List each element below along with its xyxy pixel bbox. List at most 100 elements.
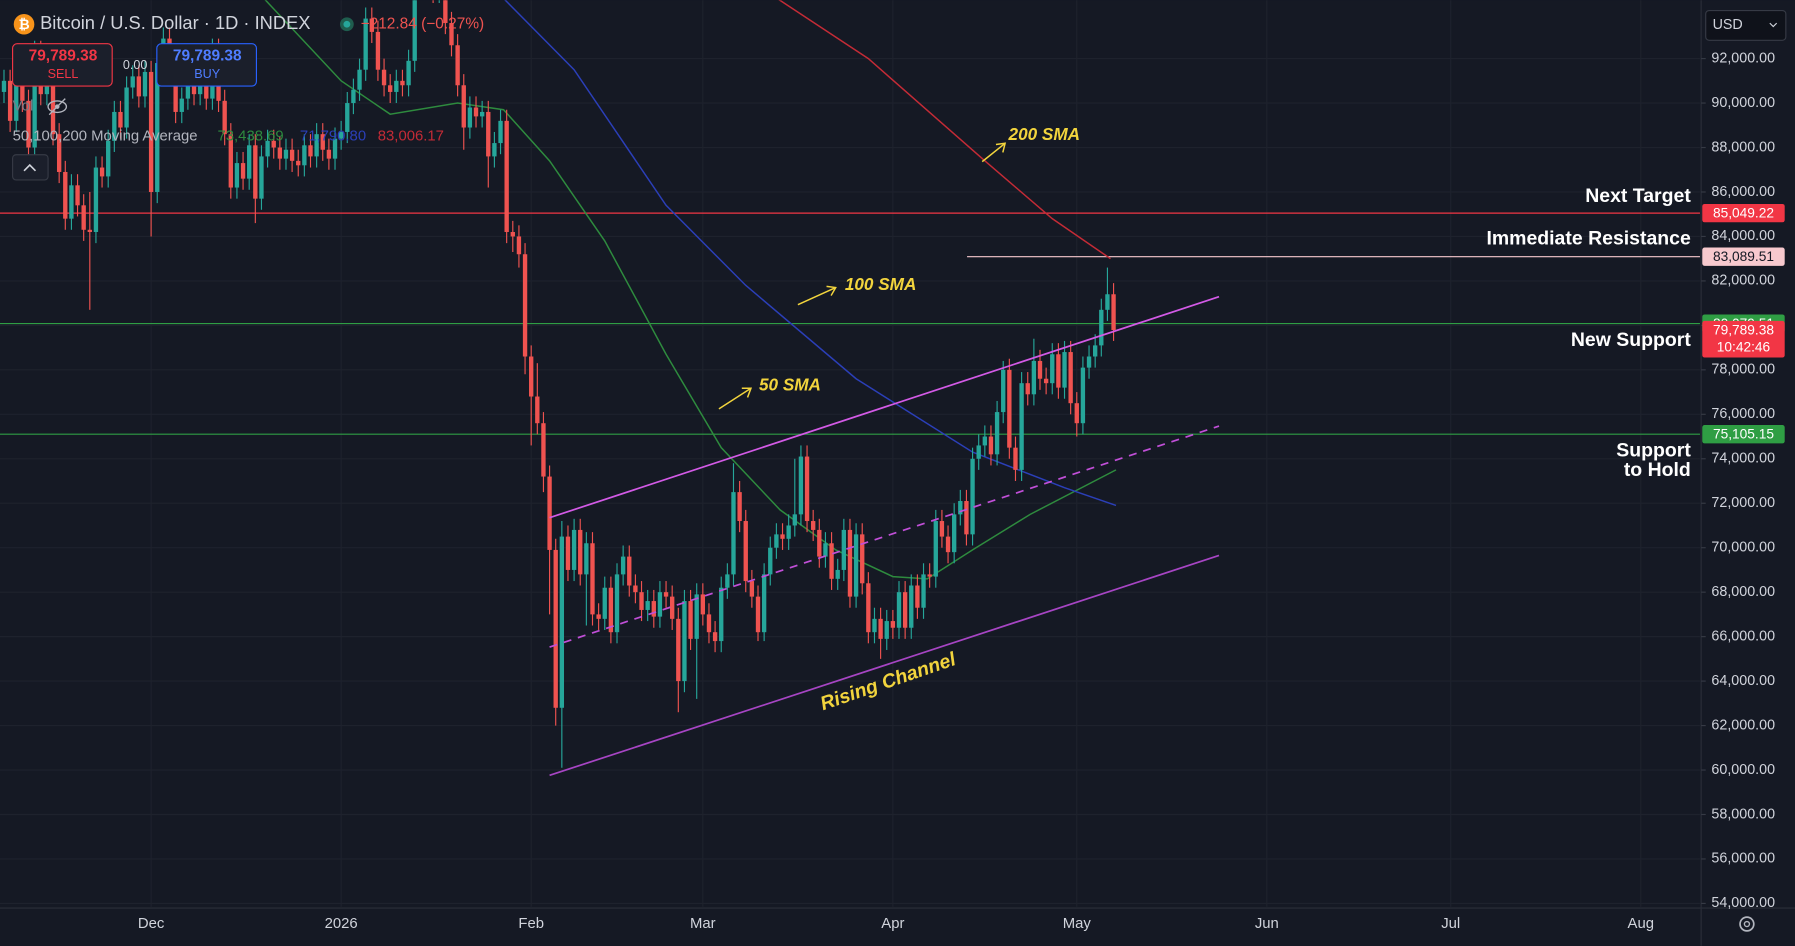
dropdown-icon bbox=[1769, 22, 1778, 28]
y-tick-label: 84,000.00 bbox=[1711, 228, 1775, 244]
candle-body bbox=[872, 618, 877, 633]
candle-body bbox=[902, 592, 908, 628]
moving-average-line bbox=[264, 0, 1117, 580]
candle-body bbox=[896, 592, 902, 628]
y-tick-label: 62,000.00 bbox=[1711, 717, 1775, 733]
candle-body bbox=[56, 134, 62, 172]
collapse-button[interactable] bbox=[12, 154, 49, 181]
x-tick-label: Apr bbox=[881, 916, 904, 932]
candle-body bbox=[823, 543, 828, 557]
level-label: Next Target bbox=[1585, 185, 1691, 207]
header: ₿ Bitcoin / U.S. Dollar · 1D · INDEX −21… bbox=[12, 9, 1787, 932]
candle-body bbox=[87, 229, 92, 233]
grid bbox=[0, 0, 1700, 907]
candle-body bbox=[26, 100, 31, 148]
candle-body bbox=[737, 492, 742, 522]
candle-body bbox=[314, 134, 319, 157]
candle-body bbox=[676, 618, 681, 682]
candle-body bbox=[7, 80, 13, 121]
candle-body bbox=[804, 456, 810, 522]
indicator-values: 73,438.69 71,790.80 83,006.17 bbox=[218, 128, 444, 144]
y-tick-label: 86,000.00 bbox=[1711, 184, 1775, 200]
y-tick-label: 66,000.00 bbox=[1711, 628, 1775, 644]
candle-body bbox=[994, 412, 1000, 455]
sell-button[interactable] bbox=[12, 43, 113, 87]
candle-body bbox=[945, 536, 951, 553]
candle-body bbox=[620, 556, 626, 575]
countdown: 10:42:46 bbox=[1717, 339, 1771, 354]
candle-body bbox=[982, 436, 988, 446]
candle-body bbox=[1092, 345, 1098, 357]
candle-body bbox=[964, 501, 969, 535]
y-tick-label: 76,000.00 bbox=[1711, 406, 1775, 422]
candle-body bbox=[553, 549, 558, 708]
candle-body bbox=[179, 98, 184, 112]
candle-body bbox=[345, 103, 350, 132]
candle-body bbox=[670, 596, 675, 619]
currency: USD bbox=[1713, 17, 1743, 33]
candle-body bbox=[455, 45, 460, 86]
candle-body bbox=[565, 536, 571, 570]
candle-body bbox=[1068, 352, 1073, 404]
candle-body bbox=[921, 574, 926, 608]
candle-body bbox=[69, 185, 74, 219]
x-tick-label: May bbox=[1063, 916, 1092, 932]
candle-body bbox=[277, 147, 283, 159]
candle-body bbox=[682, 601, 687, 682]
candle-body bbox=[363, 18, 368, 70]
arrow-head bbox=[995, 142, 1007, 153]
change: −212.84 (−0.27%) bbox=[361, 15, 485, 32]
candle-body bbox=[240, 163, 246, 179]
buy-button[interactable] bbox=[156, 43, 258, 87]
candle-body bbox=[130, 76, 135, 88]
moving-average-line bbox=[778, 0, 1111, 260]
price-tag bbox=[1702, 425, 1785, 444]
candle-body bbox=[296, 160, 301, 166]
settings-icon[interactable] bbox=[1739, 916, 1755, 932]
indicator-value: 73,438.69 bbox=[218, 128, 284, 144]
y-tick-label: 74,000.00 bbox=[1711, 451, 1775, 467]
visibility-icon[interactable] bbox=[47, 98, 68, 116]
trend-line bbox=[549, 295, 1220, 519]
candle-body bbox=[915, 585, 920, 608]
arrow-head bbox=[826, 285, 837, 296]
candle-body bbox=[228, 134, 233, 188]
candle-body bbox=[1001, 369, 1006, 413]
coin-icon bbox=[13, 13, 35, 35]
candle-body bbox=[694, 594, 699, 639]
candle-body bbox=[860, 534, 865, 584]
candle-body bbox=[535, 396, 540, 424]
candle-body bbox=[1062, 352, 1067, 388]
candle-body bbox=[529, 356, 534, 397]
candle-body bbox=[970, 458, 975, 535]
chart-title: Bitcoin / U.S. Dollar · 1D · INDEX bbox=[40, 12, 310, 33]
candle-body bbox=[1037, 360, 1043, 379]
candle-body bbox=[988, 436, 994, 455]
candle-body bbox=[847, 529, 853, 597]
indicator-value: 83,006.17 bbox=[378, 128, 444, 144]
candle-body bbox=[1105, 294, 1110, 310]
candle-body bbox=[706, 614, 712, 633]
candle-body bbox=[952, 514, 957, 553]
annotation: 100 SMA bbox=[845, 274, 917, 294]
candle-body bbox=[112, 111, 117, 141]
candle-body bbox=[283, 149, 289, 159]
candle-body bbox=[136, 76, 142, 97]
candle-body bbox=[381, 69, 387, 86]
arrow-head bbox=[741, 387, 753, 398]
candle-body bbox=[106, 140, 111, 177]
candle-body bbox=[498, 120, 503, 144]
level-label: New Support bbox=[1571, 329, 1691, 351]
candle-body bbox=[639, 592, 644, 610]
candle-body bbox=[1050, 354, 1055, 384]
candle-body bbox=[99, 167, 105, 177]
y-tick-label: 72,000.00 bbox=[1711, 495, 1775, 511]
candle-body bbox=[406, 60, 411, 86]
candle-body bbox=[510, 232, 515, 237]
x-tick-label: Jul bbox=[1441, 916, 1460, 932]
candle-body bbox=[798, 456, 804, 515]
currency-selector[interactable] bbox=[1705, 9, 1787, 41]
